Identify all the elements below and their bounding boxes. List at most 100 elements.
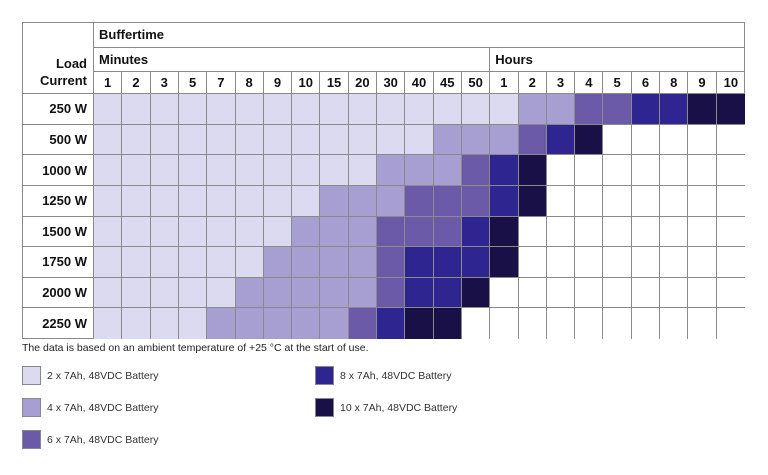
table-cell xyxy=(377,277,406,309)
table-cell xyxy=(603,277,632,309)
table-cell xyxy=(688,124,717,156)
table-cell xyxy=(122,277,151,309)
table-cell xyxy=(122,155,151,186)
table-cell xyxy=(631,124,661,156)
table-cell xyxy=(94,308,123,339)
table-cell xyxy=(433,216,462,248)
table-cell xyxy=(716,155,745,186)
table-cell xyxy=(490,277,519,309)
table-cell xyxy=(660,308,689,339)
table-cell xyxy=(178,216,208,248)
table-cell xyxy=(660,94,689,125)
table-cell xyxy=(546,185,576,217)
legend-item: 2 x 7Ah, 48VDC Battery xyxy=(22,366,158,385)
row-label-2000w: 2000 W xyxy=(22,277,94,309)
minute-column-45: 45 xyxy=(433,72,462,94)
table-cell xyxy=(292,94,321,125)
table-cell xyxy=(688,94,717,125)
table-cell xyxy=(461,94,491,125)
column-number: 20 xyxy=(355,75,370,90)
minute-column-15: 15 xyxy=(320,72,349,94)
column-number: 50 xyxy=(468,75,483,90)
row-label-1750w: 1750 W xyxy=(22,247,94,278)
table-cell xyxy=(235,308,264,339)
legend-item: 4 x 7Ah, 48VDC Battery xyxy=(22,398,158,417)
load-value: 250 W xyxy=(49,101,87,117)
table-cell xyxy=(377,124,406,156)
minute-column-10: 10 xyxy=(292,72,321,94)
table-cell xyxy=(348,155,378,186)
row-label-500w: 500 W xyxy=(22,124,94,156)
table-cell xyxy=(716,185,745,217)
table-cell xyxy=(631,308,661,339)
table-cell xyxy=(122,94,151,125)
table-cell xyxy=(688,216,717,248)
table-cell xyxy=(292,247,321,278)
table-cell xyxy=(546,155,576,186)
table-cell xyxy=(575,155,604,186)
table-cell xyxy=(518,155,547,186)
table-cell xyxy=(150,247,179,278)
table-cell xyxy=(348,124,378,156)
table-cell xyxy=(433,277,462,309)
table-cell xyxy=(292,277,321,309)
table-cell xyxy=(546,247,576,278)
hour-column-10: 10 xyxy=(716,72,745,94)
table-cell xyxy=(716,94,745,125)
buffertime-label: Buffertime xyxy=(99,27,165,42)
table-cell xyxy=(546,216,576,248)
table-cell xyxy=(490,308,519,339)
table-cell xyxy=(518,185,547,217)
table-cell xyxy=(377,185,406,217)
table-cell xyxy=(688,308,717,339)
table-cell xyxy=(207,216,236,248)
table-cell xyxy=(94,155,123,186)
table-cell xyxy=(377,247,406,278)
column-number: 40 xyxy=(411,75,427,90)
table-cell xyxy=(405,247,434,278)
table-cell xyxy=(688,185,717,217)
table-cell xyxy=(207,94,236,125)
legend-swatch xyxy=(22,430,41,449)
load-value: 500 W xyxy=(49,131,87,147)
table-cell xyxy=(348,308,378,339)
table-cell xyxy=(631,247,661,278)
table-cell xyxy=(178,277,208,309)
column-number: 5 xyxy=(613,75,621,90)
current-label: Current xyxy=(40,73,87,88)
legend-label: 2 x 7Ah, 48VDC Battery xyxy=(47,369,159,382)
table-cell xyxy=(546,308,576,339)
table-cell xyxy=(122,124,151,156)
table-cell xyxy=(660,277,689,309)
table-cell xyxy=(263,94,293,125)
table-cell xyxy=(575,94,604,125)
load-value: 1750 W xyxy=(42,254,87,270)
column-number: 45 xyxy=(440,75,455,90)
table-cell xyxy=(348,277,378,309)
table-cell xyxy=(660,155,689,186)
table-cell xyxy=(688,247,717,278)
minute-column-20: 20 xyxy=(348,72,378,94)
column-number: 8 xyxy=(245,75,253,90)
column-number: 1 xyxy=(500,75,508,90)
legend-label: 10 x 7Ah, 48VDC Battery xyxy=(340,401,458,414)
table-cell xyxy=(461,277,491,309)
table-cell xyxy=(518,216,547,248)
minute-column-40: 40 xyxy=(405,72,434,94)
table-cell xyxy=(546,277,576,309)
table-cell xyxy=(94,216,123,248)
table-cell xyxy=(631,155,661,186)
buffertime-header: Buffertime xyxy=(94,22,745,48)
table-cell xyxy=(235,124,264,156)
table-cell xyxy=(122,308,151,339)
table-cell xyxy=(518,247,547,278)
row-label-1500w: 1500 W xyxy=(22,216,94,248)
column-number: 10 xyxy=(723,75,739,90)
load-value: 1250 W xyxy=(42,193,87,209)
load-label: Load xyxy=(55,56,87,71)
table-cell xyxy=(546,124,576,156)
table-cell xyxy=(518,277,547,309)
table-cell xyxy=(433,155,462,186)
table-cell xyxy=(235,216,264,248)
table-cell xyxy=(490,185,519,217)
